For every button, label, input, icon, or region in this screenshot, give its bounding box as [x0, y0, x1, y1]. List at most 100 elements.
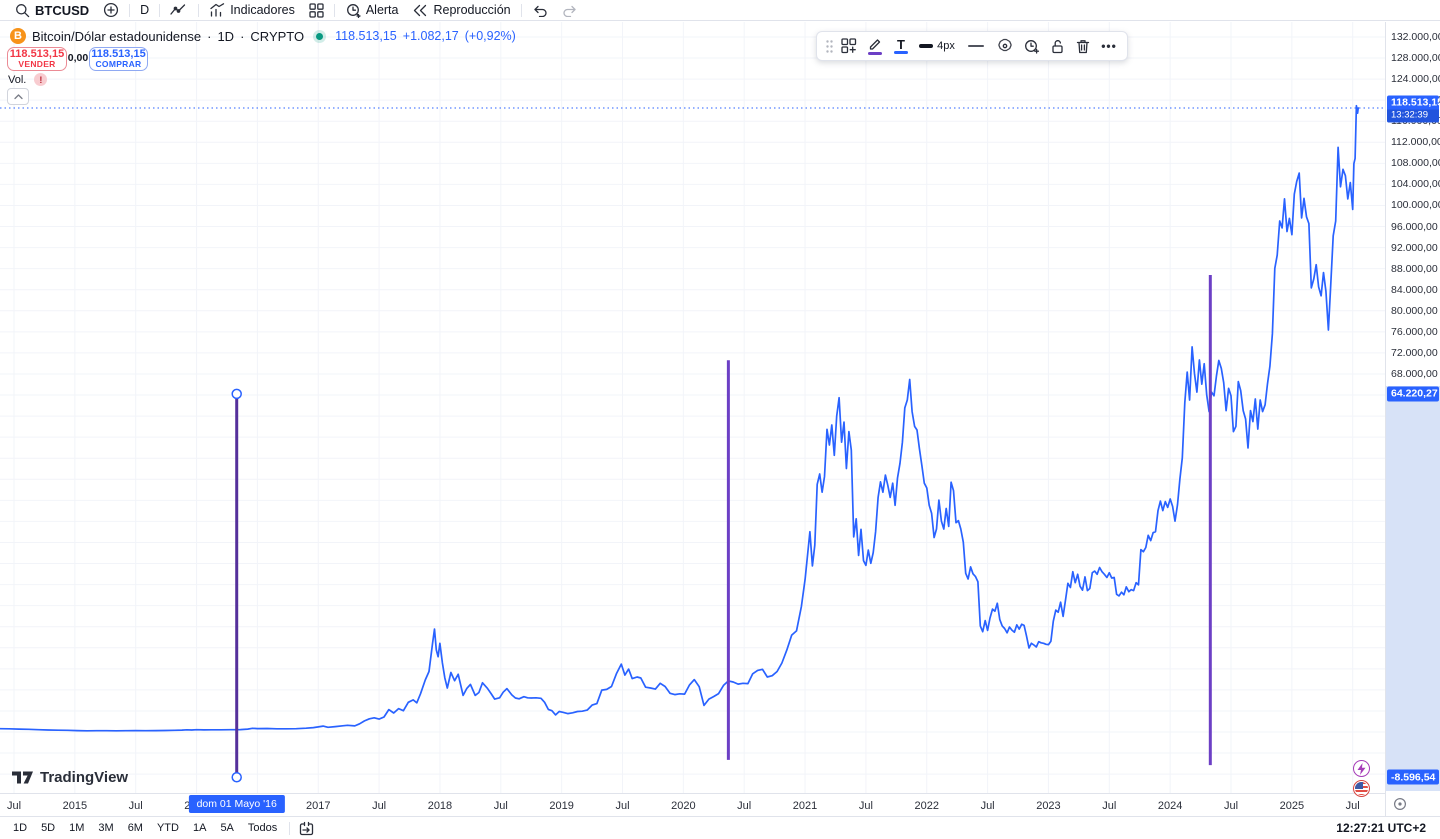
volume-label[interactable]: Vol.: [8, 73, 27, 86]
lock-drawing-button[interactable]: [1045, 34, 1069, 58]
price-tick-label: 132.000,00: [1391, 31, 1440, 43]
legend-last-price: 118.513,15: [335, 29, 397, 43]
thin-line-icon: [968, 45, 984, 47]
symbol-search-button[interactable]: BTCUSD: [8, 0, 96, 21]
toolbar-divider: [129, 3, 131, 17]
clock-timezone-button[interactable]: 12:27:21 UTC+2: [1336, 821, 1426, 835]
symbol-name: BTCUSD: [35, 2, 90, 18]
chart-style-icon: [170, 4, 186, 15]
price-tick-label: 68.000,00: [1391, 367, 1438, 380]
time-range-button-5d[interactable]: 5D: [41, 822, 56, 834]
time-tick-label: Jul: [858, 799, 873, 812]
price-tick-label: 88.000,00: [1391, 262, 1438, 275]
flash-event-icon[interactable]: [1353, 760, 1370, 777]
us-flag-icon: [1355, 782, 1368, 795]
settings-icon: [998, 38, 1012, 52]
collapse-chevron-icon: [13, 93, 23, 99]
time-range-button-3m[interactable]: 3M: [98, 822, 114, 834]
line-width-button[interactable]: 4px: [915, 34, 959, 58]
sell-button[interactable]: 118.513,15 VENDER: [7, 47, 67, 71]
undo-button[interactable]: [525, 0, 555, 21]
time-range-button-6m[interactable]: 6M: [127, 822, 143, 834]
time-tick-label: 2019: [549, 799, 574, 812]
replay-button[interactable]: Reproducción: [405, 0, 517, 21]
compare-add-button[interactable]: [96, 0, 126, 21]
time-range-button-1a[interactable]: 1A: [192, 822, 207, 834]
price-tick-label: 96.000,00: [1391, 220, 1438, 233]
price-tick-label: 104.000,00: [1391, 178, 1440, 191]
interval-label: D: [140, 3, 150, 17]
add-drawing-alert-button[interactable]: [1019, 34, 1043, 58]
selection-range-highlight: [1386, 385, 1440, 792]
delete-drawing-button[interactable]: [1071, 34, 1095, 58]
legend-change-pct: (+0,92%): [464, 29, 516, 43]
go-to-date-icon: [300, 821, 314, 835]
replay-label: Reproducción: [433, 3, 511, 17]
price-tick-label: 84.000,00: [1391, 283, 1438, 296]
time-tick-label: Jul: [980, 799, 995, 812]
legend-exchange[interactable]: CRYPTO: [250, 28, 305, 44]
go-to-date-button[interactable]: [295, 818, 319, 838]
time-tick-label: Jul: [615, 799, 630, 812]
line-color-button[interactable]: [863, 34, 887, 58]
time-range-button-ytd[interactable]: YTD: [156, 822, 179, 834]
time-range-button-1d[interactable]: 1D: [13, 822, 28, 834]
price-axis[interactable]: 132.000,00128.000,00124.000,00120.000,00…: [1385, 22, 1440, 793]
current-price-value: 118.513,15: [1391, 96, 1439, 109]
apply-template-button[interactable]: [837, 34, 861, 58]
indicators-button[interactable]: Indicadores: [202, 0, 302, 21]
time-tick-label: 2018: [427, 799, 453, 812]
drag-handle-icon[interactable]: [823, 34, 835, 58]
more-icon: •••: [1101, 39, 1117, 53]
alarm-clock-icon: [346, 4, 361, 18]
volume-error-icon[interactable]: !: [34, 73, 48, 86]
us-flag-event-icon[interactable]: [1353, 780, 1370, 797]
pencil-color-swatch: [868, 51, 882, 55]
chart-legend[interactable]: B Bitcoin/Dólar estadounidense · 1D · CR…: [10, 28, 516, 44]
price-tick-label: 124.000,00: [1391, 73, 1440, 86]
legend-interval[interactable]: 1D: [217, 28, 235, 44]
price-tick-label: 128.000,00: [1391, 52, 1440, 65]
selection-bottom-price-label: -8.596,54: [1387, 769, 1439, 785]
time-range-button-1m[interactable]: 1M: [69, 822, 85, 834]
sell-label: VENDER: [18, 59, 56, 70]
time-range-button-todos[interactable]: Todos: [247, 822, 278, 834]
legend-separator: ·: [240, 28, 245, 44]
price-tick-label: 92.000,00: [1391, 241, 1438, 254]
line-width-icon: [919, 44, 934, 48]
drawing-handle: [231, 772, 242, 783]
drawing-settings-button[interactable]: [993, 34, 1017, 58]
time-tick-label: Jul: [6, 799, 22, 812]
alert-button[interactable]: Alerta: [338, 0, 406, 21]
chart-style-button[interactable]: [163, 0, 195, 21]
market-status-icon[interactable]: [316, 32, 324, 40]
time-range-button-5a[interactable]: 5A: [220, 822, 234, 834]
add-alert-icon: [1024, 40, 1039, 54]
buy-button[interactable]: 118.513,15 COMPRAR: [89, 47, 148, 71]
time-tick-label: Jul: [1345, 799, 1360, 812]
axis-settings-icon[interactable]: [1393, 797, 1407, 811]
text-color-swatch: [894, 50, 908, 54]
legend-change: +1.082,17: [402, 29, 459, 43]
footer-divider: [289, 821, 291, 835]
interval-button[interactable]: D: [133, 0, 156, 21]
more-options-button[interactable]: •••: [1097, 34, 1121, 58]
text-color-button[interactable]: T: [889, 34, 913, 58]
indicators-icon: [210, 2, 225, 17]
toolbar-divider: [520, 3, 522, 17]
current-price-label: 118.513,15 13:32:39: [1387, 95, 1439, 123]
collapse-legend-button[interactable]: [7, 88, 29, 105]
bottom-toolbar: 1D 5D 1M 3M 6M YTD 1A 5A Todos 12:27:21 UTC+2: [0, 816, 1440, 839]
legend-separator: ·: [207, 28, 212, 44]
layout-button[interactable]: [302, 0, 331, 21]
line-style-button[interactable]: [961, 34, 991, 58]
search-icon: [16, 3, 30, 17]
unlock-icon: [1051, 39, 1063, 53]
redo-button[interactable]: [555, 0, 585, 21]
text-tool-icon: T: [897, 36, 905, 52]
symbol-title[interactable]: Bitcoin/Dólar estadounidense: [32, 28, 202, 44]
drawing-floating-toolbar: T 4px •••: [816, 31, 1128, 61]
tradingview-logo[interactable]: TradingView: [12, 769, 128, 786]
time-tick-label: Jul: [1102, 799, 1117, 812]
